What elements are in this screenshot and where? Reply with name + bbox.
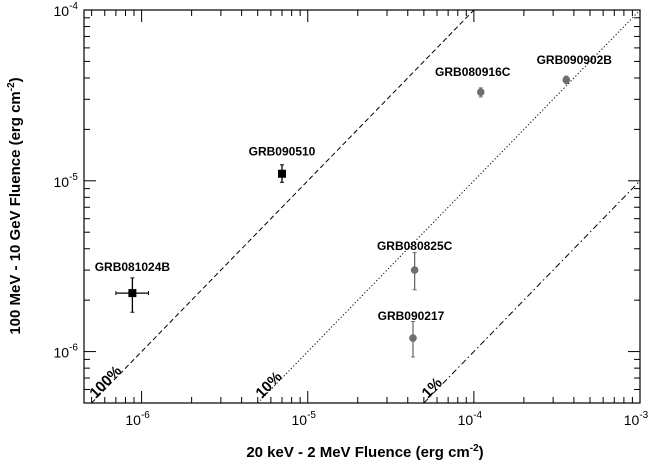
point-label: GRB090510 bbox=[249, 145, 316, 159]
ratio-lines: 100% 10% 1% bbox=[86, 9, 641, 404]
point-label: GRB090902B bbox=[537, 53, 613, 67]
ratio-line-label: 100% bbox=[86, 362, 125, 401]
plot-frame bbox=[83, 9, 641, 404]
circle-marker bbox=[410, 266, 419, 274]
point-label: GRB081024B bbox=[95, 260, 171, 274]
ratio-line-label: 1% bbox=[419, 374, 446, 401]
x-tick-label: 10-6 bbox=[125, 410, 150, 428]
y-tick-label: 10-4 bbox=[54, 1, 79, 19]
x-tick-label: 10-4 bbox=[458, 410, 483, 428]
point-label: GRB080825C bbox=[377, 239, 453, 253]
axis-ticks bbox=[84, 9, 641, 404]
square-marker bbox=[128, 289, 137, 298]
x-tick-label: 10-5 bbox=[291, 410, 316, 428]
square-marker bbox=[278, 169, 287, 178]
data-point: GRB080825C bbox=[377, 239, 453, 291]
circle-marker bbox=[476, 88, 485, 97]
data-point: GRB081024B bbox=[95, 260, 171, 313]
data-points: GRB081024B GRB090510 GRB080916C GRB090902B G… bbox=[95, 53, 613, 358]
x-tick-label: 10-3 bbox=[624, 410, 649, 428]
circle-marker bbox=[562, 76, 571, 84]
point-label: GRB080916C bbox=[435, 65, 511, 79]
y-axis-title: 100 MeV - 10 GeV Fluence (erg cm-2) bbox=[6, 77, 24, 334]
data-point: GRB090510 bbox=[249, 145, 316, 183]
y-tick-label: 10-5 bbox=[54, 172, 79, 190]
x-axis-title: 20 keV - 2 MeV Fluence (erg cm-2) bbox=[246, 443, 483, 461]
data-point: GRB090217 bbox=[378, 309, 445, 358]
data-point: GRB090902B bbox=[537, 53, 613, 85]
tick-labels: 10-6 10-5 10-4 10-3 10-6 10-5 10-4 bbox=[54, 1, 649, 428]
y-tick-label: 10-6 bbox=[54, 343, 79, 361]
point-label: GRB090217 bbox=[378, 309, 445, 323]
ratio-line-label: 10% bbox=[252, 368, 285, 401]
circle-marker bbox=[409, 334, 417, 342]
ratio-line bbox=[423, 180, 641, 404]
data-point: GRB080916C bbox=[435, 65, 511, 98]
ratio-line bbox=[91, 9, 475, 404]
